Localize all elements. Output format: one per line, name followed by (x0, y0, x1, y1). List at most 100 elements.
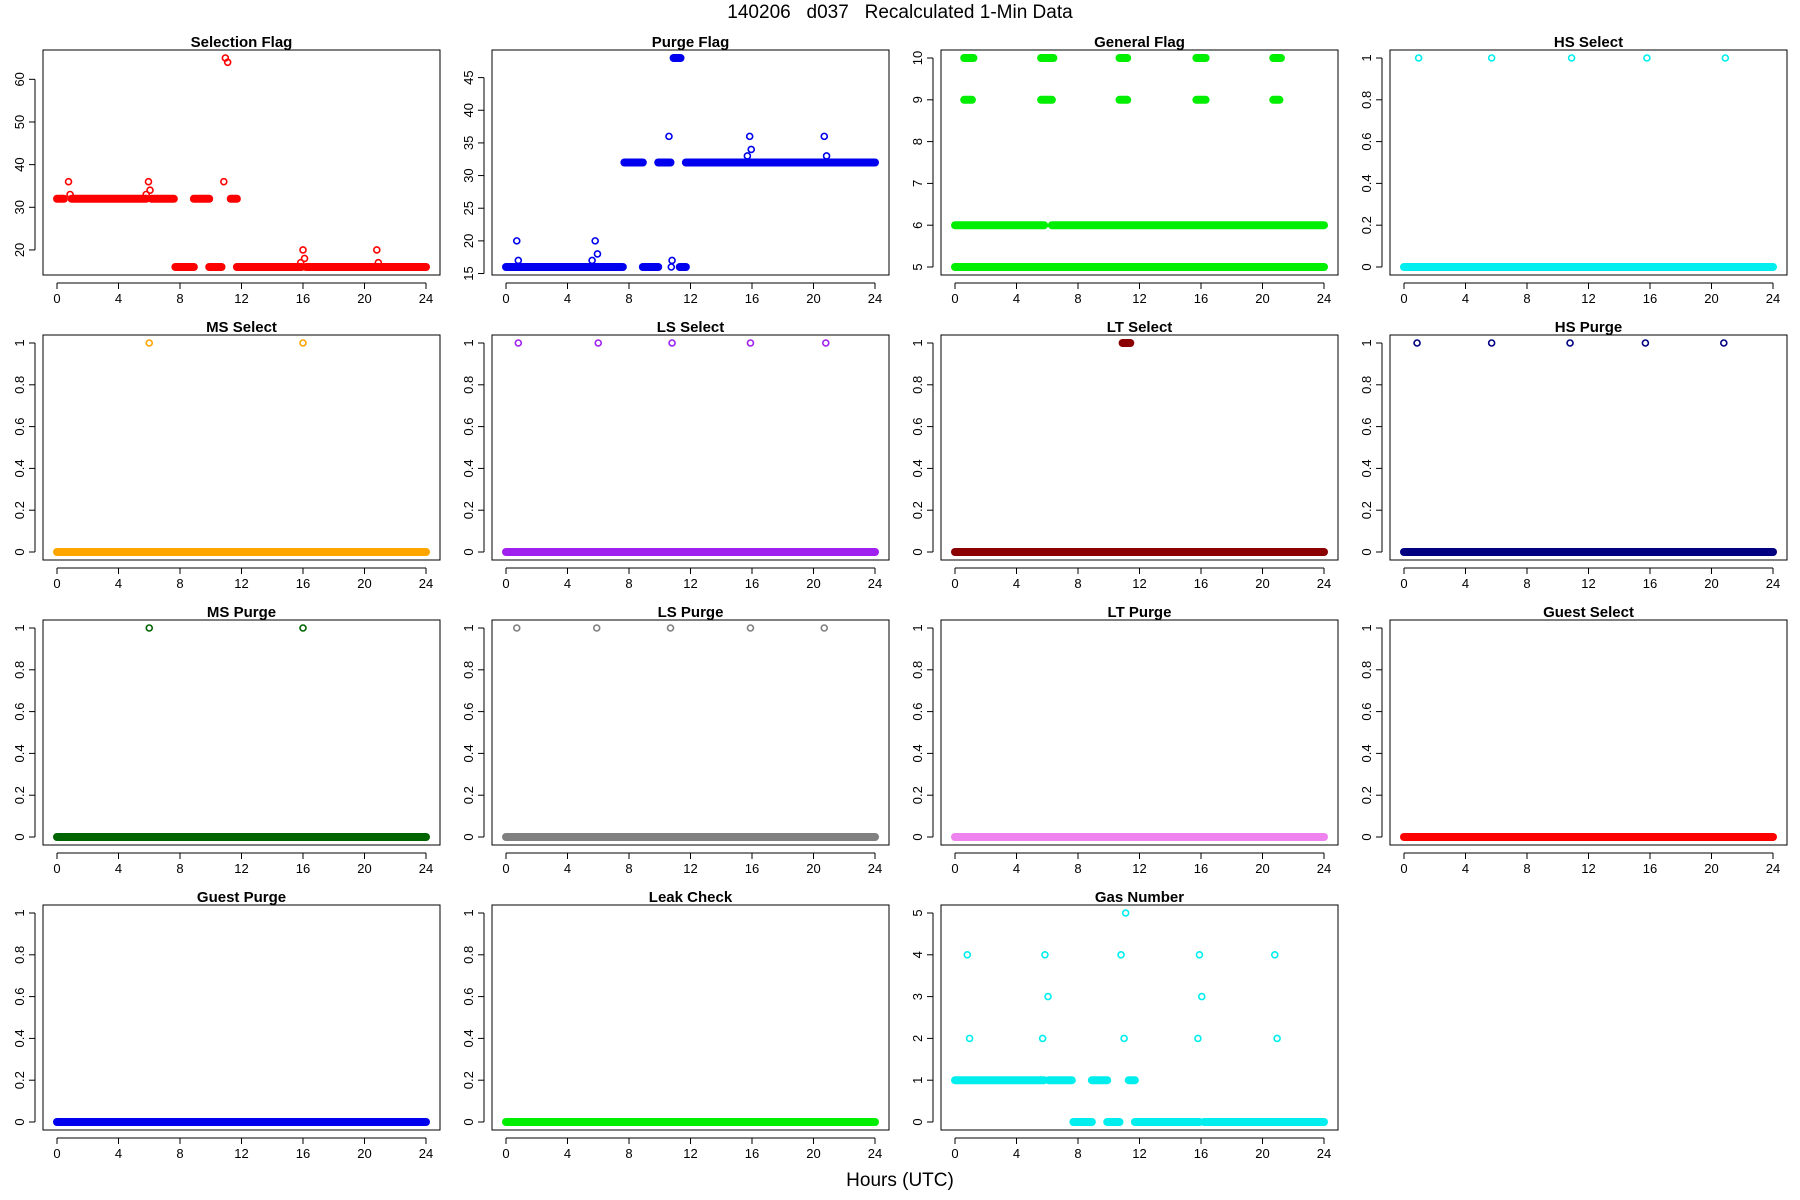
x-tick-label: 0 (1400, 576, 1407, 591)
data-point (1117, 950, 1125, 959)
x-tick-label: 0 (1400, 291, 1407, 306)
y-tick-label: 0.2 (910, 786, 925, 804)
y-tick-label: 0.8 (461, 661, 476, 679)
y-tick-label: 1 (12, 624, 27, 631)
x-tick-label: 16 (1643, 291, 1657, 306)
x-tick-label: 12 (1132, 861, 1146, 876)
panel-title: MS Select (206, 319, 277, 336)
figure-title: 140206 d037 Recalculated 1-Min Data (727, 2, 1073, 23)
x-tick-label: 24 (1766, 291, 1780, 306)
x-tick-label: 24 (1317, 861, 1331, 876)
y-tick-label: 0 (910, 833, 925, 840)
x-tick-label: 24 (1317, 576, 1331, 591)
y-tick-label: 1 (910, 339, 925, 346)
x-tick-label: 8 (625, 291, 632, 306)
data-point (822, 152, 831, 160)
data-point (374, 258, 383, 267)
panel-title: Gas Number (1095, 889, 1184, 906)
x-tick-label: 0 (951, 576, 958, 591)
plot-frame (1389, 619, 1788, 846)
data-point (747, 145, 756, 154)
x-tick-label: 16 (296, 291, 310, 306)
x-tick-label: 24 (868, 576, 882, 591)
data-point (1194, 1034, 1202, 1043)
y-tick-label: 0.2 (12, 1071, 27, 1089)
x-tick-label: 0 (502, 576, 509, 591)
plot-frame (491, 619, 890, 846)
data-point (146, 186, 154, 195)
panel-7: LT Select 0 4 8 12 16 20 24 0 0.2 0.4 0.6 0.8 1 (910, 319, 1339, 591)
y-tick-label: 0 (910, 548, 925, 555)
y-tick-label: 40 (461, 103, 476, 117)
y-tick-label: 1 (910, 1077, 925, 1084)
y-tick-label: 35 (461, 136, 476, 150)
x-tick-label: 16 (745, 291, 759, 306)
plot-frame (940, 619, 1339, 846)
data-point (1567, 54, 1576, 62)
panel-title: LS Select (657, 319, 725, 336)
x-tick-label: 0 (502, 291, 509, 306)
y-tick-label: 30 (12, 200, 27, 214)
y-tick-label: 0.6 (12, 418, 27, 436)
y-tick-label: 0.8 (12, 946, 27, 964)
data-point (588, 256, 596, 265)
y-tick-label: 0.6 (910, 418, 925, 436)
data-point (668, 339, 676, 347)
data-point (665, 132, 673, 141)
y-tick-label: 0.4 (910, 459, 925, 477)
data-point (820, 132, 829, 141)
x-tick-label: 4 (1013, 291, 1020, 306)
x-tick-label: 4 (115, 1146, 122, 1161)
panel-title: LT Select (1107, 319, 1173, 336)
panel-1: Selection Flag 0 4 8 12 16 20 24 20 30 40 50 60 (12, 34, 441, 306)
x-tick-label: 4 (564, 291, 571, 306)
y-tick-label: 4 (910, 951, 925, 958)
x-tick-label: 12 (1581, 291, 1595, 306)
data-point (300, 254, 309, 263)
y-tick-label: 0.4 (1359, 174, 1374, 192)
y-tick-label: 0.2 (1359, 501, 1374, 519)
x-tick-label: 8 (176, 291, 183, 306)
y-tick-label: 20 (12, 243, 27, 257)
y-tick-label: 0.6 (461, 703, 476, 721)
y-tick-label: 0.4 (12, 744, 27, 762)
x-tick-label: 20 (357, 1146, 371, 1161)
data-point (591, 237, 599, 245)
data-point (372, 246, 381, 254)
panel-title: HS Select (1554, 34, 1623, 51)
y-tick-label: 1 (12, 909, 27, 916)
data-point (1197, 992, 1206, 1001)
x-tick-label: 8 (625, 576, 632, 591)
y-tick-label: 0.2 (1359, 786, 1374, 804)
data-point (821, 339, 830, 347)
x-tick-label: 16 (1643, 576, 1657, 591)
x-tick-label: 8 (176, 1146, 183, 1161)
x-tick-label: 4 (564, 576, 571, 591)
panel-title: Guest Purge (197, 889, 286, 906)
x-tick-label: 0 (502, 861, 509, 876)
data-point (299, 624, 307, 632)
panel-6: LS Select 0 4 8 12 16 20 24 0 0.2 0.4 0.6 0.8 1 (461, 319, 890, 591)
data-point (514, 339, 523, 347)
plot-frame (1389, 334, 1788, 561)
x-tick-label: 20 (357, 861, 371, 876)
x-tick-label: 8 (176, 576, 183, 591)
y-tick-label: 0.8 (461, 946, 476, 964)
panel-11: LT Purge 0 4 8 12 16 20 24 0 0.2 0.4 0.6 0.8 1 (910, 604, 1339, 876)
data-point (1195, 950, 1204, 959)
y-tick-label: 0 (12, 548, 27, 555)
x-tick-label: 8 (625, 861, 632, 876)
x-tick-label: 20 (1255, 291, 1269, 306)
y-tick-label: 1 (910, 624, 925, 631)
y-tick-label: 0 (461, 548, 476, 555)
x-tick-label: 4 (1013, 576, 1020, 591)
data-point (299, 246, 307, 254)
x-tick-label: 16 (745, 1146, 759, 1161)
y-tick-label: 15 (461, 266, 476, 280)
x-tick-label: 16 (1194, 1146, 1208, 1161)
data-point (1041, 950, 1049, 959)
x-tick-label: 20 (806, 291, 820, 306)
x-tick-label: 24 (1317, 291, 1331, 306)
data-point (1487, 339, 1496, 347)
